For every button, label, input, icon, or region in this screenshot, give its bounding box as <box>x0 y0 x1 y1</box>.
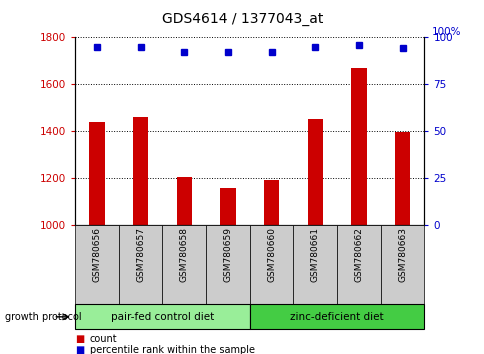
Bar <box>263 180 279 225</box>
Bar <box>249 304 424 329</box>
Bar <box>206 225 249 304</box>
Bar <box>75 304 249 329</box>
Text: count: count <box>90 334 117 344</box>
Bar <box>75 225 119 304</box>
Text: GSM780659: GSM780659 <box>223 227 232 282</box>
Bar <box>350 68 366 225</box>
Text: GSM780658: GSM780658 <box>180 227 188 282</box>
Text: pair-fed control diet: pair-fed control diet <box>111 312 213 322</box>
Bar <box>336 225 380 304</box>
Bar <box>293 225 336 304</box>
Bar <box>307 119 322 225</box>
Text: percentile rank within the sample: percentile rank within the sample <box>90 345 254 354</box>
Text: GSM780663: GSM780663 <box>397 227 406 282</box>
Text: ■: ■ <box>75 334 84 344</box>
Text: growth protocol: growth protocol <box>5 312 81 322</box>
Bar <box>119 225 162 304</box>
Bar <box>89 122 105 225</box>
Text: 100%: 100% <box>430 27 460 37</box>
Text: GSM780656: GSM780656 <box>92 227 101 282</box>
Text: GSM780660: GSM780660 <box>267 227 275 282</box>
Bar <box>394 132 409 225</box>
Bar <box>162 225 206 304</box>
Text: GDS4614 / 1377043_at: GDS4614 / 1377043_at <box>162 12 322 27</box>
Bar <box>133 117 148 225</box>
Text: zinc-deficient diet: zinc-deficient diet <box>289 312 383 322</box>
Bar <box>380 225 424 304</box>
Text: GSM780657: GSM780657 <box>136 227 145 282</box>
Text: ■: ■ <box>75 345 84 354</box>
Bar <box>176 177 192 225</box>
Bar <box>220 188 235 225</box>
Text: GSM780662: GSM780662 <box>354 227 363 282</box>
Text: GSM780661: GSM780661 <box>310 227 319 282</box>
Bar <box>249 225 293 304</box>
